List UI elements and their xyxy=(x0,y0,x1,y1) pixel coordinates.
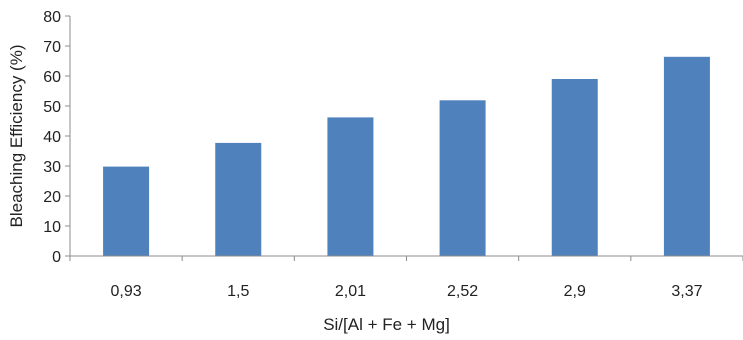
y-axis-label: Bleaching Efficiency (%) xyxy=(7,45,26,228)
x-tick-label: 3,37 xyxy=(671,283,702,300)
y-tick-label: 40 xyxy=(43,129,61,146)
bar-3 xyxy=(327,117,374,257)
bar-1 xyxy=(103,166,150,256)
y-tick-label: 20 xyxy=(43,189,61,206)
y-tick-label: 60 xyxy=(43,69,61,86)
x-axis-label: Si/[Al + Fe + Mg] xyxy=(323,315,450,334)
y-tick-label: 0 xyxy=(52,249,61,266)
y-tick-label: 80 xyxy=(43,9,61,26)
y-tick-label: 10 xyxy=(43,219,61,236)
x-axis-ticks: 0,93 1,5 2,01 2,52 2,9 3,37 xyxy=(69,256,743,300)
x-tick-label: 2,01 xyxy=(335,283,366,300)
bar-4 xyxy=(439,100,486,256)
y-axis-ticks: 0 10 20 30 40 50 60 70 80 xyxy=(43,9,70,266)
bars-group xyxy=(103,56,710,257)
x-tick-label: 0,93 xyxy=(111,283,142,300)
bar-2 xyxy=(215,142,262,256)
bar-6 xyxy=(663,56,710,256)
x-tick-label: 2,9 xyxy=(564,283,586,300)
y-tick-label: 30 xyxy=(43,159,61,176)
y-tick-label: 50 xyxy=(43,99,61,116)
x-tick-label: 1,5 xyxy=(227,283,249,300)
x-tick-label: 2,52 xyxy=(447,283,478,300)
bar-5 xyxy=(551,79,598,256)
y-tick-label: 70 xyxy=(43,39,61,56)
